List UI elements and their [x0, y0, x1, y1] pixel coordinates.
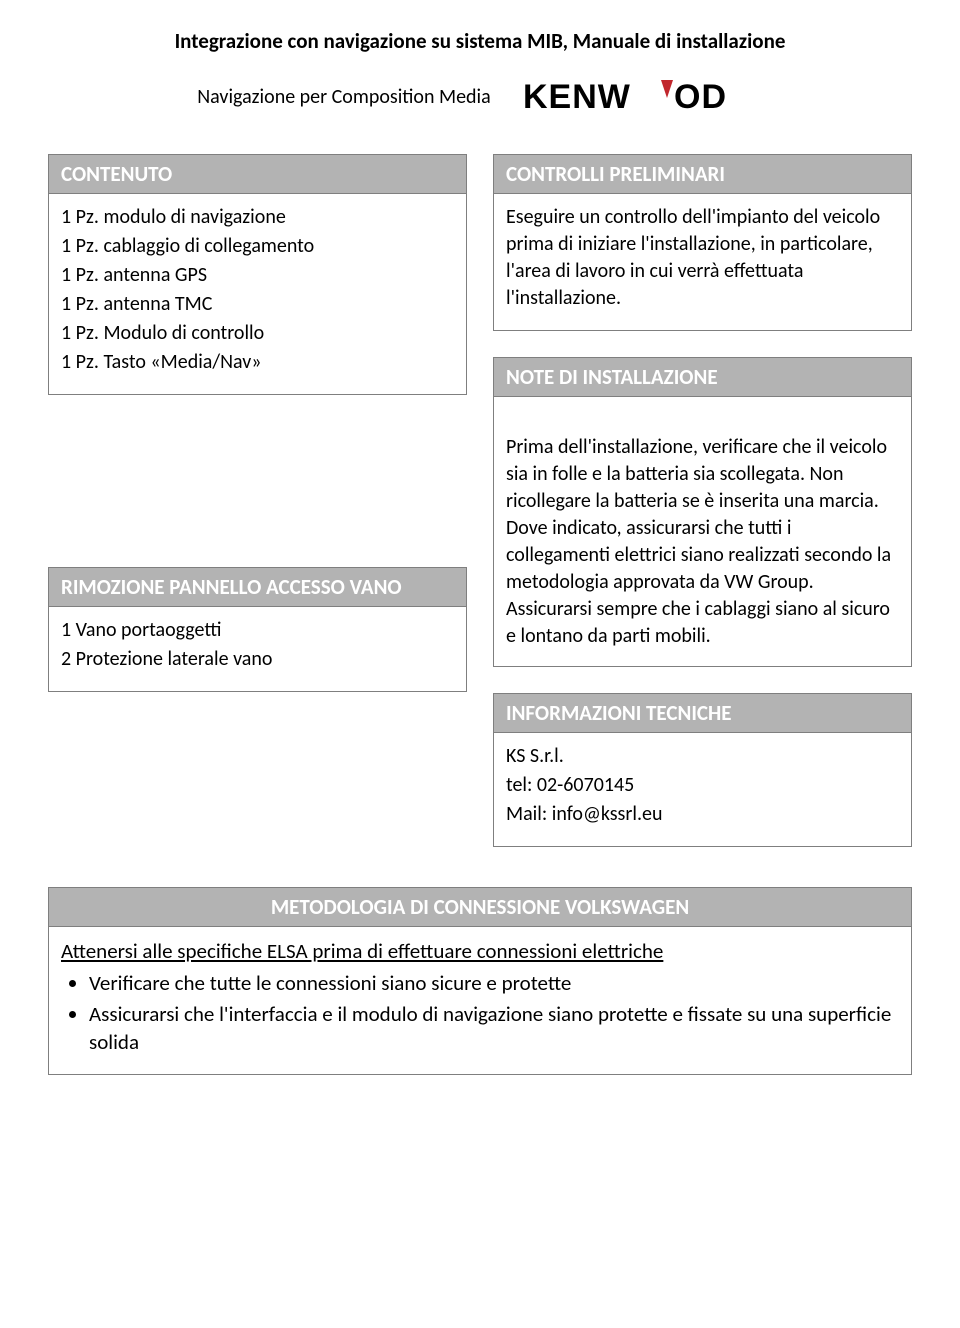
info-line: tel: 02-6070145: [506, 772, 899, 799]
info-box: INFORMAZIONI TECNICHE KS S.r.l. tel: 02-…: [493, 693, 912, 847]
subtitle: Navigazione per Composition Media: [197, 85, 490, 109]
contenuto-box: CONTENUTO 1 Pz. modulo di navigazione 1 …: [48, 154, 467, 395]
right-column: CONTROLLI PRELIMINARI Eseguire un contro…: [493, 154, 912, 847]
rimozione-box: RIMOZIONE PANNELLO ACCESSO VANO 1 Vano p…: [48, 567, 467, 692]
sub-header: Navigazione per Composition Media KENW O…: [48, 76, 912, 118]
contenuto-header: CONTENUTO: [49, 155, 466, 194]
two-column-layout: CONTENUTO 1 Pz. modulo di navigazione 1 …: [48, 154, 912, 847]
contenuto-item: 1 Pz. modulo di navigazione: [61, 204, 454, 231]
metodologia-lead: Attenersi alle specifiche ELSA prima di …: [61, 937, 899, 965]
contenuto-item: 1 Pz. antenna TMC: [61, 291, 454, 318]
controlli-text: Eseguire un controllo dell'impianto del …: [506, 204, 899, 312]
info-line: KS S.r.l.: [506, 743, 899, 770]
metodologia-bullet: Verificare che tutte le connessioni sian…: [89, 969, 899, 997]
note-body: Prima dell'installazione, verificare che…: [494, 397, 911, 666]
metodologia-body: Attenersi alle specifiche ELSA prima di …: [49, 927, 911, 1074]
rimozione-header: RIMOZIONE PANNELLO ACCESSO VANO: [49, 568, 466, 607]
metodologia-bullet: Assicurarsi che l'interfaccia e il modul…: [89, 1000, 899, 1057]
metodologia-header: METODOLOGIA DI CONNESSIONE VOLKSWAGEN: [49, 888, 911, 927]
controlli-header: CONTROLLI PRELIMINARI: [494, 155, 911, 194]
note-header: NOTE DI INSTALLAZIONE: [494, 358, 911, 397]
controlli-body: Eseguire un controllo dell'impianto del …: [494, 194, 911, 330]
note-text: Prima dell'installazione, verificare che…: [506, 435, 891, 648]
page-title: Integrazione con navigazione su sistema …: [48, 28, 912, 54]
rimozione-body: 1 Vano portaoggetti 2 Protezione lateral…: [49, 607, 466, 691]
contenuto-item: 1 Pz. cablaggio di collegamento: [61, 233, 454, 260]
svg-text:KENW: KENW: [523, 78, 631, 116]
info-header: INFORMAZIONI TECNICHE: [494, 694, 911, 733]
metodologia-box: METODOLOGIA DI CONNESSIONE VOLKSWAGEN At…: [48, 887, 912, 1075]
kenwood-logo: KENW OD: [523, 76, 763, 118]
metodologia-list: Verificare che tutte le connessioni sian…: [61, 969, 899, 1056]
controlli-box: CONTROLLI PRELIMINARI Eseguire un contro…: [493, 154, 912, 331]
info-body: KS S.r.l. tel: 02-6070145 Mail: info@kss…: [494, 733, 911, 846]
rimozione-item: 1 Vano portaoggetti: [61, 617, 454, 644]
note-box: NOTE DI INSTALLAZIONE Prima dell'install…: [493, 357, 912, 667]
contenuto-body: 1 Pz. modulo di navigazione 1 Pz. cablag…: [49, 194, 466, 394]
rimozione-item: 2 Protezione laterale vano: [61, 646, 454, 673]
svg-text:OD: OD: [674, 78, 727, 116]
contenuto-item: 1 Pz. Modulo di controllo: [61, 320, 454, 347]
contenuto-item: 1 Pz. Tasto «Media/Nav»: [61, 349, 454, 376]
info-line: Mail: info@kssrl.eu: [506, 801, 899, 828]
contenuto-item: 1 Pz. antenna GPS: [61, 262, 454, 289]
left-column: CONTENUTO 1 Pz. modulo di navigazione 1 …: [48, 154, 467, 847]
spacer: [48, 421, 467, 541]
